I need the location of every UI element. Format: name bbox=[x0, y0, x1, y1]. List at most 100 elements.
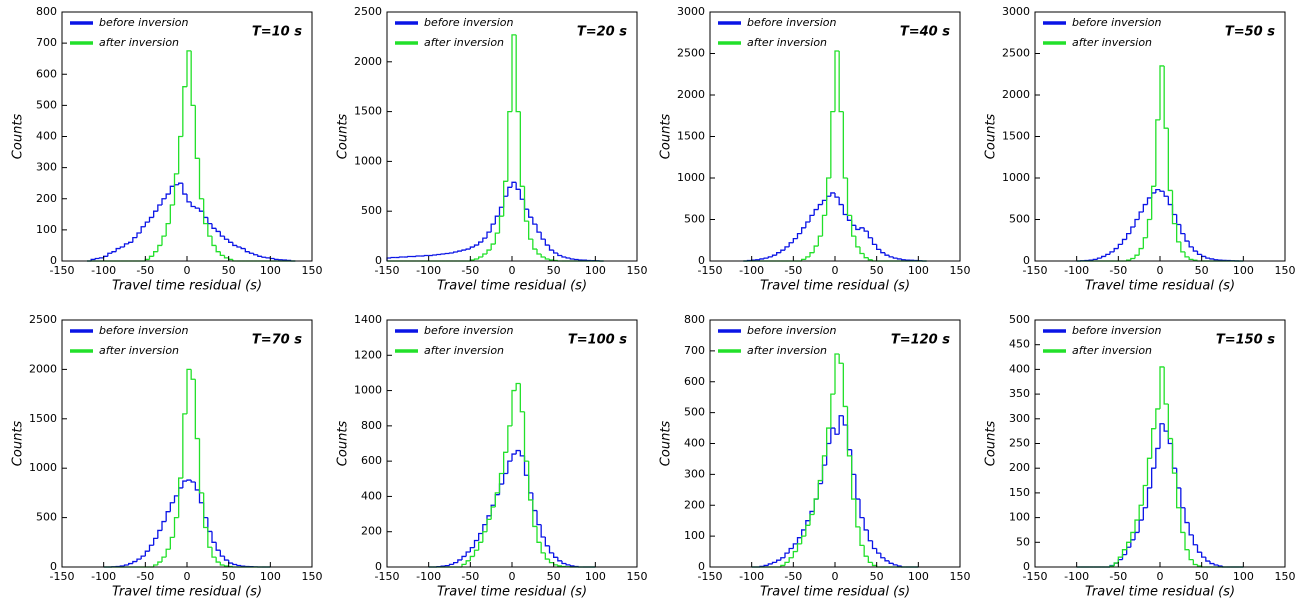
histogram-step bbox=[1209, 561, 1215, 565]
histogram-step bbox=[859, 246, 865, 255]
histogram-step bbox=[1155, 408, 1160, 429]
histogram-step bbox=[98, 257, 104, 259]
histogram-step bbox=[228, 257, 233, 261]
subplot-title: T=20 s bbox=[577, 25, 627, 40]
histogram-step bbox=[851, 455, 856, 500]
histogram-step bbox=[198, 438, 204, 494]
histogram-step bbox=[842, 111, 848, 179]
histogram-step bbox=[157, 244, 162, 252]
legend-label: before inversion bbox=[747, 16, 836, 29]
histogram-step bbox=[1142, 237, 1148, 249]
histogram-step bbox=[813, 498, 819, 515]
histogram-step bbox=[148, 216, 154, 223]
y-tick-label: 0 bbox=[375, 254, 382, 267]
histogram-step bbox=[809, 214, 815, 222]
histogram-step bbox=[1146, 197, 1152, 205]
histogram-step bbox=[859, 499, 865, 519]
histogram-step bbox=[565, 563, 571, 566]
histogram-step bbox=[136, 558, 142, 562]
histogram-step bbox=[478, 541, 483, 551]
histogram-step bbox=[473, 258, 479, 261]
histogram-step bbox=[1126, 541, 1131, 550]
histogram-step bbox=[511, 181, 517, 188]
histogram-step bbox=[1196, 544, 1202, 553]
x-tick-label: 150 bbox=[302, 570, 323, 583]
histogram-step bbox=[830, 192, 835, 197]
histogram-step bbox=[1180, 487, 1185, 509]
histogram-step bbox=[244, 248, 250, 253]
histogram-step bbox=[1146, 487, 1152, 508]
legend-label: before inversion bbox=[424, 16, 513, 29]
histogram-step bbox=[876, 548, 881, 554]
histogram-step bbox=[892, 256, 898, 259]
histogram-step bbox=[1134, 531, 1140, 540]
histogram-step bbox=[1180, 507, 1185, 534]
x-tick-label: -100 bbox=[416, 570, 441, 583]
histogram-step bbox=[1151, 185, 1156, 220]
histogram-step bbox=[144, 221, 150, 227]
histogram-step bbox=[182, 413, 187, 479]
x-tick-label: -150 bbox=[375, 570, 400, 583]
histogram-step bbox=[232, 563, 237, 566]
legend-label: after inversion bbox=[747, 36, 827, 49]
legend-label: after inversion bbox=[424, 36, 504, 49]
histogram-step bbox=[198, 158, 204, 200]
histogram-step bbox=[153, 251, 158, 257]
histogram-step bbox=[1205, 256, 1210, 259]
y-tick-label: 1500 bbox=[29, 412, 57, 425]
x-tick-label: 150 bbox=[1275, 264, 1296, 277]
y-tick-label: 200 bbox=[36, 192, 57, 205]
histogram-step bbox=[1146, 457, 1152, 486]
histogram-step bbox=[486, 231, 492, 239]
x-tick-label: 150 bbox=[302, 264, 323, 277]
histogram-step bbox=[473, 244, 479, 248]
histogram-step bbox=[1188, 256, 1194, 260]
histogram-step bbox=[515, 182, 521, 190]
y-tick-label: 2000 bbox=[354, 55, 382, 68]
histogram-step bbox=[111, 251, 117, 254]
x-axis-label: Travel time residual (s) bbox=[112, 279, 262, 294]
histogram-step bbox=[867, 257, 873, 261]
histogram-step bbox=[1209, 258, 1215, 260]
histogram-step bbox=[482, 237, 487, 243]
axes-frame bbox=[709, 11, 961, 262]
histogram-step bbox=[469, 546, 475, 553]
histogram-step bbox=[851, 215, 856, 237]
histogram-step bbox=[1121, 238, 1127, 245]
histogram-step bbox=[809, 252, 815, 257]
histogram-step bbox=[896, 258, 902, 260]
histogram-step bbox=[859, 526, 865, 547]
legend-label: before inversion bbox=[1072, 324, 1161, 337]
y-tick-label: 200 bbox=[684, 498, 705, 511]
histogram-step bbox=[490, 223, 496, 233]
x-tick-label: -50 bbox=[784, 264, 802, 277]
histogram-step bbox=[544, 537, 550, 547]
x-tick-label: -50 bbox=[1109, 570, 1127, 583]
histogram-step bbox=[1176, 214, 1181, 226]
histogram-step bbox=[884, 252, 890, 256]
histogram-step bbox=[265, 257, 271, 259]
x-tick-label: 150 bbox=[627, 570, 648, 583]
histogram-step bbox=[140, 555, 146, 560]
histogram-step bbox=[817, 235, 823, 247]
histogram-step bbox=[838, 415, 844, 435]
x-tick-label: -100 bbox=[739, 570, 764, 583]
x-axis-label: Travel time residual (s) bbox=[112, 585, 262, 600]
y-axis-label: Counts bbox=[659, 114, 674, 160]
histogram-step bbox=[569, 564, 575, 567]
histogram-step bbox=[855, 225, 860, 231]
histogram-step bbox=[153, 564, 158, 567]
histogram-step bbox=[161, 198, 167, 205]
histogram-step bbox=[532, 499, 537, 528]
x-tick-label: 50 bbox=[222, 570, 236, 583]
histogram-step bbox=[203, 492, 208, 529]
histogram-step bbox=[1188, 241, 1194, 248]
histogram-step bbox=[1146, 218, 1152, 238]
subplot: -150 -100 -50 0 50 100 15005001000150020002500… bbox=[984, 5, 1296, 294]
histogram-step bbox=[540, 542, 546, 554]
y-tick-label: 1400 bbox=[354, 313, 382, 326]
histogram-step bbox=[1196, 564, 1202, 567]
histogram-step bbox=[842, 204, 848, 216]
histogram-step bbox=[1151, 467, 1156, 488]
histogram-step bbox=[128, 241, 133, 244]
